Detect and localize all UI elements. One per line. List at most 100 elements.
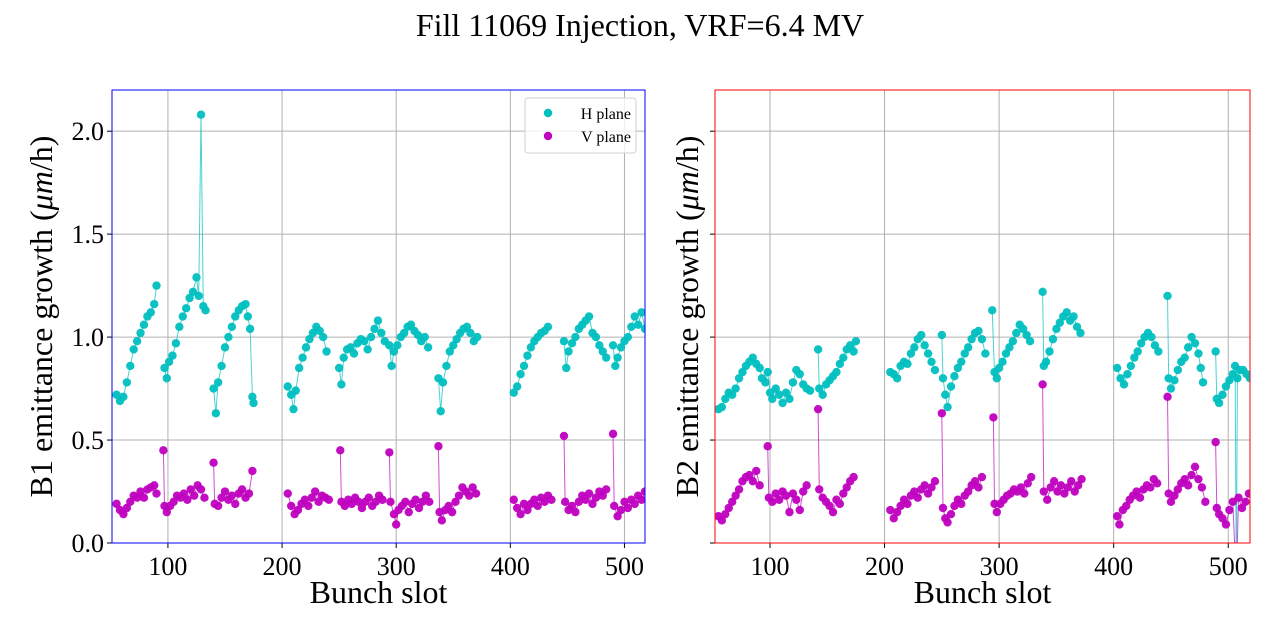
x-tick-label: 300: [980, 552, 1019, 581]
v-plane-point: [354, 497, 363, 507]
v-plane-point: [1077, 474, 1086, 484]
h-plane-point: [1055, 318, 1065, 327]
h-plane-point: [768, 394, 777, 404]
h-plane-point: [815, 384, 824, 393]
v-plane-point: [1043, 495, 1052, 504]
h-plane-point: [301, 343, 311, 352]
v-plane-point: [920, 481, 929, 490]
h-plane-point: [851, 337, 861, 346]
v-plane-point: [447, 507, 457, 517]
v-plane-point: [451, 497, 460, 507]
h-plane-point: [196, 110, 206, 119]
v-plane-point: [411, 495, 420, 504]
h-plane-point: [992, 374, 1002, 383]
b2-emittance-axes: 100 200 300 400 500 Bunch slot B2 emittance gr…: [669, 89, 1251, 610]
y-axis-label-prefix: B2 emittance growth (: [669, 210, 705, 497]
v-plane-point: [745, 470, 754, 480]
v-plane-point: [434, 442, 443, 451]
h-plane-point: [283, 382, 292, 391]
v-plane-point: [244, 489, 254, 498]
v-plane-point: [231, 499, 240, 509]
legend-label: H plane: [581, 106, 631, 123]
v-plane-point: [828, 507, 838, 517]
x-axis-label: Bunch slot: [310, 574, 448, 610]
h-plane-point: [988, 306, 997, 315]
v-plane-point: [1046, 483, 1055, 492]
v-plane-point: [1197, 483, 1207, 492]
v-plane-point: [977, 472, 987, 482]
h-plane-point: [601, 353, 611, 362]
h-plane-point: [1038, 287, 1047, 296]
v-plane-point: [1073, 481, 1083, 490]
h-plane-point: [442, 361, 451, 371]
v-plane-point: [421, 491, 431, 500]
v-plane-point: [1067, 477, 1076, 486]
v-plane-point: [1135, 493, 1145, 502]
v-plane-point: [465, 491, 474, 500]
h-plane-point: [436, 407, 445, 416]
v-plane-point: [763, 442, 772, 451]
v-plane-point: [364, 493, 373, 502]
v-plane-point: [1190, 462, 1200, 472]
y-tick-label: 0.0: [72, 529, 105, 558]
h-plane-point: [774, 390, 784, 399]
h-plane-point: [778, 398, 787, 408]
h-plane-point: [334, 363, 344, 373]
v-plane-point: [630, 499, 639, 509]
v-plane-point: [839, 489, 848, 498]
v-plane-point: [613, 512, 622, 521]
h-plane-point: [941, 390, 950, 399]
v-plane-point: [1232, 580, 1240, 588]
v-plane-point: [425, 497, 434, 507]
h-plane-point: [755, 363, 764, 373]
h-plane-point: [370, 324, 379, 334]
x-axis-label: Bunch slot: [914, 574, 1052, 610]
v-plane-point: [771, 489, 780, 498]
h-plane-point: [150, 299, 159, 309]
h-plane-point: [892, 374, 902, 383]
v-plane-point: [468, 483, 477, 492]
h-plane-point: [937, 330, 947, 340]
h-plane-point: [337, 380, 346, 389]
x-tick-label: 500: [605, 552, 644, 581]
h-plane-point: [339, 353, 348, 362]
h-plane-point: [927, 357, 936, 366]
v-plane-point: [1221, 520, 1231, 529]
v-plane-point: [724, 503, 733, 513]
h-plane-point: [623, 332, 633, 342]
h-plane-point: [977, 334, 987, 344]
v-plane-point: [620, 497, 629, 507]
h-plane-point: [349, 349, 359, 358]
v-plane-point: [112, 499, 121, 509]
h-plane-point: [211, 409, 221, 418]
legend: H plane V plane: [524, 97, 637, 154]
v-plane-point: [781, 491, 791, 500]
v-plane-point: [717, 516, 727, 525]
h-plane-point: [168, 351, 177, 360]
h-plane-point: [953, 363, 963, 373]
h-plane-point: [805, 386, 815, 395]
figure-title: Fill 11069 Injection, VRF=6.4 MV: [416, 7, 864, 43]
v-plane-point: [623, 503, 633, 513]
h-plane-point: [318, 332, 328, 342]
h-plane-point: [1072, 322, 1082, 331]
h-plane-point: [308, 328, 318, 338]
h-plane-point: [1005, 343, 1014, 352]
v-plane-point: [1060, 489, 1069, 498]
y-tick-label: 1.5: [72, 220, 105, 249]
v-plane-point: [813, 404, 823, 414]
h-plane-point: [298, 353, 307, 362]
v-plane-point: [391, 520, 401, 529]
v-plane-point: [283, 489, 292, 498]
h-plane-point: [209, 384, 218, 393]
h-plane-point: [1022, 330, 1031, 340]
h-plane-point: [562, 363, 571, 373]
v-plane-point: [418, 497, 427, 507]
v-plane-point: [748, 477, 758, 486]
h-plane-point: [813, 345, 823, 354]
v-plane-point: [946, 509, 956, 519]
v-plane-point: [1115, 520, 1124, 529]
h-plane-point: [449, 341, 458, 350]
v-plane-point: [1244, 489, 1250, 498]
v-plane-point: [835, 499, 845, 509]
